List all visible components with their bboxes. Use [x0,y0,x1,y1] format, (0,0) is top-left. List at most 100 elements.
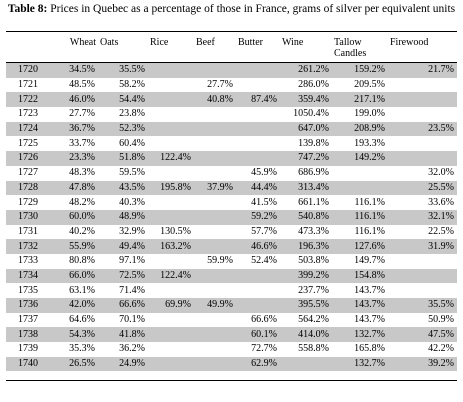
cell-wine: 313.4% [280,180,332,196]
cell-beef: 40.8% [194,92,236,108]
cell-butter: 45.9% [251,167,277,179]
cell-rice: 122.4% [148,268,194,284]
cell-wheat: 60.0% [50,209,98,225]
cell-rice [148,342,194,357]
cell-year: 1732 [6,239,50,254]
table-row: 1735 63.1% 71.4% 237.7% 143.7% [6,283,457,298]
cell-tallow-candles: 165.8% [354,343,385,355]
header-rice: Rice [148,35,194,63]
cell-wheat: 48.5% [69,79,95,91]
table-row: 1721 48.5% 58.2% 27.7% 286.0% 209.5% [6,78,457,93]
cell-rice: 122.4% [148,151,194,166]
cell-wine: 661.1% [298,196,329,208]
cell-butter: 46.6% [236,239,280,254]
cell-oats: 23.8% [119,108,145,120]
header-tallow-candles: Tallow Candles [332,35,388,63]
cell-tallow-candles: 149.7% [354,255,385,267]
cell-oats: 58.2% [119,79,145,91]
price-table: Wheat Oats Rice Beef Butter Wine Tallow … [6,35,457,372]
cell-butter: 52.4% [251,255,277,267]
cell-beef: 27.7% [207,79,233,91]
cell-firewood [388,107,457,122]
cell-tallow-candles [332,166,388,181]
cell-oats: 72.5% [98,268,148,284]
cell-butter: 66.6% [251,314,277,326]
cell-butter [236,107,280,122]
cell-butter: 62.9% [236,356,280,372]
cell-wine: 503.8% [298,255,329,267]
cell-tallow-candles: 127.6% [332,239,388,254]
table-head: Wheat Oats Rice Beef Butter Wine Tallow … [6,35,457,63]
cell-oats: 51.8% [98,151,148,166]
cell-oats: 32.9% [119,225,145,237]
caption-text: Prices in Quebec as a percentage of thos… [47,3,456,15]
cell-wheat: 40.2% [69,225,95,237]
cell-tallow-candles: 208.9% [332,121,388,137]
cell-rice [148,107,194,122]
cell-wine: 414.0% [280,327,332,343]
cell-firewood: 32.1% [388,209,457,225]
cell-beef [194,239,236,254]
header-beef: Beef [194,35,236,63]
cell-beef [194,327,236,343]
cell-year: 1728 [6,180,50,196]
cell-wheat: 66.0% [50,268,98,284]
cell-beef [194,151,236,166]
cell-wine: 139.8% [298,137,329,149]
cell-wheat: 34.5% [50,62,98,78]
cell-rice: 163.2% [148,239,194,254]
cell-butter [236,268,280,284]
cell-year: 1740 [6,356,50,372]
cell-wine: 395.5% [280,298,332,313]
cell-year: 1736 [6,298,50,313]
cell-tallow-candles: 132.7% [332,327,388,343]
cell-year: 1723 [18,108,38,120]
cell-firewood [388,268,457,284]
cell-year: 1739 [18,343,38,355]
cell-tallow-candles: 149.2% [332,151,388,166]
header-oats: Oats [98,35,148,63]
cell-butter: 44.4% [236,180,280,196]
table-row: 1736 42.0% 66.6% 69.9% 49.9% 395.5% 143.7% 35.5… [6,298,457,313]
bottom-rule [6,380,457,381]
cell-wine: 1050.4% [293,108,329,120]
cell-firewood: 33.6% [428,196,454,208]
cell-wine: 647.0% [280,121,332,137]
table-row: 1733 80.8% 97.1% 59.9% 52.4% 503.8% 149.7% [6,254,457,269]
cell-beef [194,342,236,357]
cell-beef: 49.9% [194,298,236,313]
cell-beef [194,62,236,78]
cell-rice: 130.5% [160,225,191,237]
cell-butter [236,298,280,313]
table-row: 1737 64.6% 70.1% 66.6% 564.2% 143.7% 50.9% [6,313,457,328]
cell-beef [194,313,236,328]
cell-firewood: 42.2% [428,343,454,355]
cell-firewood: 35.5% [388,298,457,313]
cell-year: 1725 [18,137,38,149]
table-row: 1740 26.5% 24.9% 62.9% 132.7% 39.2% [6,356,457,372]
cell-wheat: 23.3% [50,151,98,166]
cell-rice [148,283,194,298]
header-butter: Butter [236,35,280,63]
cell-wheat: 63.1% [69,284,95,296]
cell-oats: 48.9% [98,209,148,225]
cell-oats: 71.4% [119,284,145,296]
cell-year: 1731 [18,225,38,237]
cell-rice: 69.9% [148,298,194,313]
cell-year: 1724 [6,121,50,137]
cell-rice [148,195,194,210]
cell-year: 1721 [18,79,38,91]
cell-wine: 399.2% [280,268,332,284]
table-body: 1720 34.5% 35.5% 261.2% 159.2% 21.7% 1721 48.5%… [6,62,457,372]
table-row: 1728 47.8% 43.5% 195.8% 37.9% 44.4% 313.4% 25.5… [6,180,457,196]
cell-year: 1730 [6,209,50,225]
top-rule [6,31,457,32]
table-row: 1731 40.2% 32.9% 130.5% 57.7% 473.3% 116.1% 22.… [6,225,457,240]
cell-year: 1720 [6,62,50,78]
cell-wheat: 26.5% [50,356,98,372]
cell-oats: 35.5% [98,62,148,78]
cell-wine: 747.2% [280,151,332,166]
cell-year: 1722 [6,92,50,108]
table-row: 1739 35.3% 36.2% 72.7% 558.8% 165.8% 42.2% [6,342,457,357]
header-firewood: Firewood [388,35,457,63]
